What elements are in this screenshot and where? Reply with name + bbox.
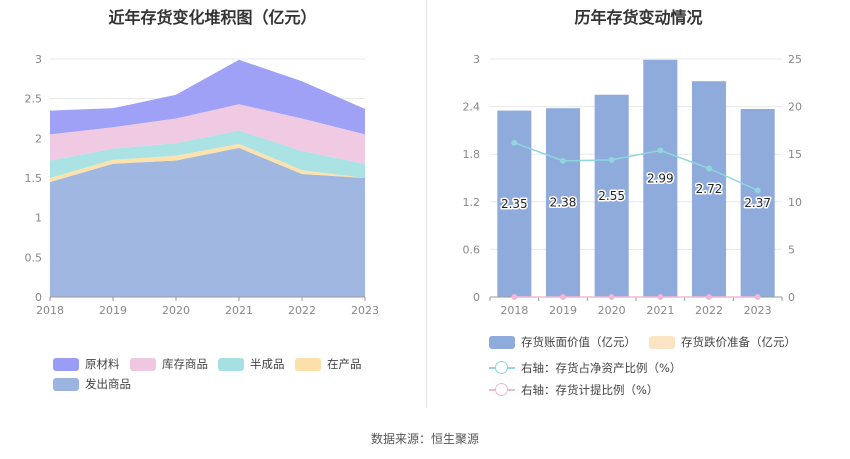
y-tick-label: 2.5	[25, 93, 43, 106]
legend-label: 右轴：存货占净资产比例（%）	[521, 361, 682, 375]
left-legend: 原材料 库存商品 半成品 在产品发出商品	[0, 356, 425, 406]
right-chart-title: 历年存货变动情况	[574, 8, 703, 27]
right-y-tick-label: 10	[788, 196, 802, 209]
area-在产品	[50, 143, 365, 182]
provision-ratio-point	[511, 294, 518, 300]
bar-value-label: 2.37	[744, 196, 771, 210]
left-y-tick-label: 0	[473, 291, 480, 304]
right-y-tick-label: 25	[788, 53, 802, 66]
x-tick-label: 2021	[225, 304, 253, 317]
provision-ratio-point	[754, 294, 761, 300]
y-tick-label: 0	[35, 291, 42, 304]
provision-ratio-point	[560, 294, 566, 300]
legend-label: 半成品	[250, 357, 285, 371]
legend-swatch	[53, 378, 79, 391]
y-tick-label: 3	[35, 53, 42, 66]
bar-2022	[691, 81, 727, 297]
bar-2020	[594, 94, 629, 297]
left-y-tick-label: 1.8	[463, 148, 481, 161]
inventory-to-net-assets-point	[560, 157, 566, 164]
data-source: 数据来源：恒生聚源	[370, 432, 479, 446]
y-tick-label: 2	[35, 132, 42, 145]
x-tick-label: 2021	[646, 304, 674, 317]
legend-label: 在产品	[327, 357, 362, 371]
x-tick-label: 2022	[695, 304, 723, 317]
x-tick-label: 2020	[162, 304, 190, 317]
right-y-tick-label: 5	[788, 243, 795, 256]
right-y-tick-label: 20	[788, 101, 802, 114]
y-tick-label: 1	[35, 212, 42, 225]
bar-2023	[740, 108, 775, 297]
left-y-tick-label: 0.6	[463, 243, 481, 256]
legend-label: 库存商品	[162, 357, 208, 371]
inventory-to-net-assets-point	[706, 165, 712, 172]
inventory-to-net-assets-point	[754, 187, 761, 194]
provision-ratio-point	[706, 294, 712, 300]
x-tick-label: 2018	[36, 304, 64, 317]
legend-swatch	[295, 358, 321, 371]
area-发出商品	[50, 147, 365, 297]
legend-swatch	[218, 358, 244, 371]
y-tick-label: 1.5	[25, 172, 43, 185]
legend-label: 发出商品	[85, 377, 131, 391]
legend-label: 原材料	[85, 357, 120, 371]
panel-divider	[426, 0, 427, 408]
x-tick-label: 2023	[744, 304, 772, 317]
bar-value-label: 2.99	[647, 171, 674, 185]
area-库存商品	[50, 104, 365, 164]
x-tick-label: 2022	[288, 304, 316, 317]
x-tick-label: 2019	[549, 304, 577, 317]
x-tick-label: 2023	[351, 304, 379, 317]
area-原材料	[50, 59, 365, 135]
right-legend: 存货账面价值（亿元） 存货跌价准备（亿元） 右轴：存货占净资产比例（%） 右轴：存货计…	[427, 334, 850, 404]
bar-value-label: 2.55	[598, 189, 625, 203]
x-tick-label: 2019	[99, 304, 127, 317]
bar-2019	[545, 108, 581, 297]
legend-swatch	[130, 358, 156, 371]
bar-line-combo-chart: 0 0.6 1.2 1.8 2.4 3 0 5 10 15 20 25 2018 2019 2020 2021…	[463, 53, 803, 317]
right-y-tick-label: 15	[788, 148, 802, 161]
legend-swatch	[53, 358, 79, 371]
bar-value-label: 2.35	[501, 197, 528, 211]
x-tick-label: 2020	[598, 304, 626, 317]
legend-swatch	[489, 336, 515, 349]
legend-label: 存货账面价值（亿元）	[521, 335, 636, 349]
bar-2021	[643, 59, 678, 297]
legend-label: 存货跌价准备（亿元）	[681, 335, 796, 349]
provision-ratio-point	[657, 294, 664, 300]
inventory-to-net-assets-point	[511, 139, 518, 146]
x-tick-label: 2018	[500, 304, 528, 317]
area-半成品	[50, 130, 365, 178]
inventory-to-net-assets-point	[657, 147, 664, 154]
left-y-tick-label: 3	[473, 53, 480, 66]
legend-marker	[495, 361, 508, 374]
legend-label: 右轴：存货计提比例（%）	[521, 383, 659, 397]
inventory-to-net-assets-point	[608, 156, 615, 163]
bar-value-label: 2.38	[550, 196, 577, 210]
left-y-tick-label: 1.2	[463, 196, 481, 209]
bar-value-label: 2.72	[696, 182, 723, 196]
legend-marker	[495, 383, 508, 396]
inventory-to-net-assets-line	[514, 142, 758, 192]
right-chart-panel: 历年存货变动情况 0 0.6 1.2 1.8 2.4 3 0 5 10 15 20 25 2018 201…	[427, 0, 850, 410]
provision-ratio-point	[608, 294, 615, 300]
legend-swatch	[649, 336, 675, 349]
left-chart-title: 近年存货变化堆积图（亿元）	[108, 8, 317, 27]
left-chart-panel: 近年存货变化堆积图（亿元） 0 0.5 1 1.5 2 2.5 3 2018 2019 2020 2…	[0, 0, 425, 410]
y-tick-label: 0.5	[25, 251, 43, 264]
left-y-tick-label: 2.4	[463, 101, 481, 114]
stacked-area-chart: 0 0.5 1 1.5 2 2.5 3 2018 2019 2020 2021 2022 2023	[25, 53, 380, 317]
right-y-tick-label: 0	[788, 291, 795, 304]
